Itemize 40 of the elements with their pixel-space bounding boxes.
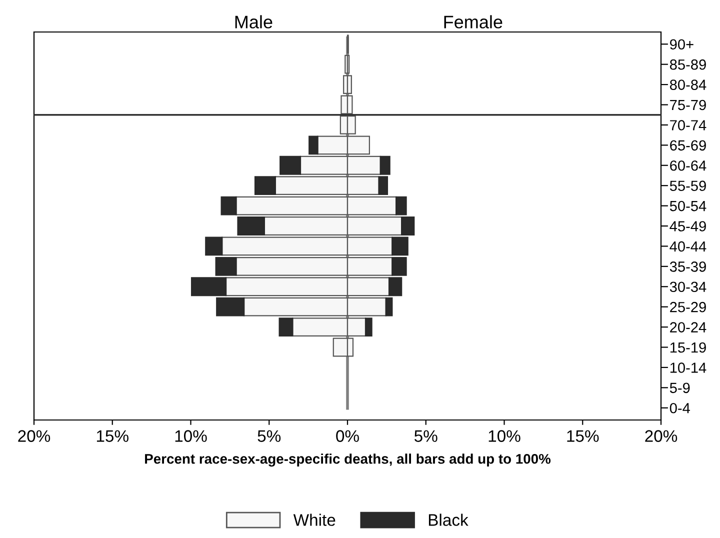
legend-label: White [293,514,336,526]
y-tick-label: 45-49 [670,221,706,232]
text: Male [235,15,272,28]
x-tick-label: 0% [336,430,359,442]
y-tick-label: 0-4 [670,402,690,414]
x-tick-label: 20% [18,430,50,442]
y-tick-label: 15-19 [670,342,706,353]
text: Female [444,15,502,28]
x-tick-label: 20% [645,430,678,442]
bar [308,136,318,155]
y-tick-label: 30-34 [670,282,706,292]
y-tick-label: 80-84 [670,80,706,90]
bar [278,318,294,336]
legend-label: Black [428,514,468,526]
x-tick-label: 10% [488,430,520,442]
bar [254,176,276,196]
bar [237,216,265,236]
bar [280,156,302,175]
y-tick-label: 85-89 [670,59,706,70]
y-tick-label: 5-9 [670,382,690,394]
y-tick-label: 50-54 [670,200,706,212]
y-tick-label: 25-29 [670,302,706,312]
x-tick-label: 15% [96,430,128,442]
x-tick-label: 15% [567,430,599,442]
x-tick-label: 10% [175,430,207,442]
y-tick-label: 55-59 [670,180,706,192]
y-tick-label: 75-79 [670,100,706,110]
y-tick-label: 20-24 [670,322,706,332]
y-tick-label: 35-39 [670,262,706,272]
bar [220,196,237,216]
y-tick-label: 90+ [670,39,694,50]
y-tick-label: 40-44 [670,241,706,252]
x-tick-label: 5% [258,430,281,442]
bar [364,318,372,336]
y-tick-label: 10-14 [670,362,706,373]
y-tick-label: 60-64 [670,160,706,171]
x-axis-title: Percent race-sex-age-specific deaths, all bars add up to 100% [145,454,551,467]
y-tick-label: 65-69 [670,140,706,151]
y-tick-label: 70-74 [670,120,706,130]
x-tick-label: 5% [414,430,438,442]
